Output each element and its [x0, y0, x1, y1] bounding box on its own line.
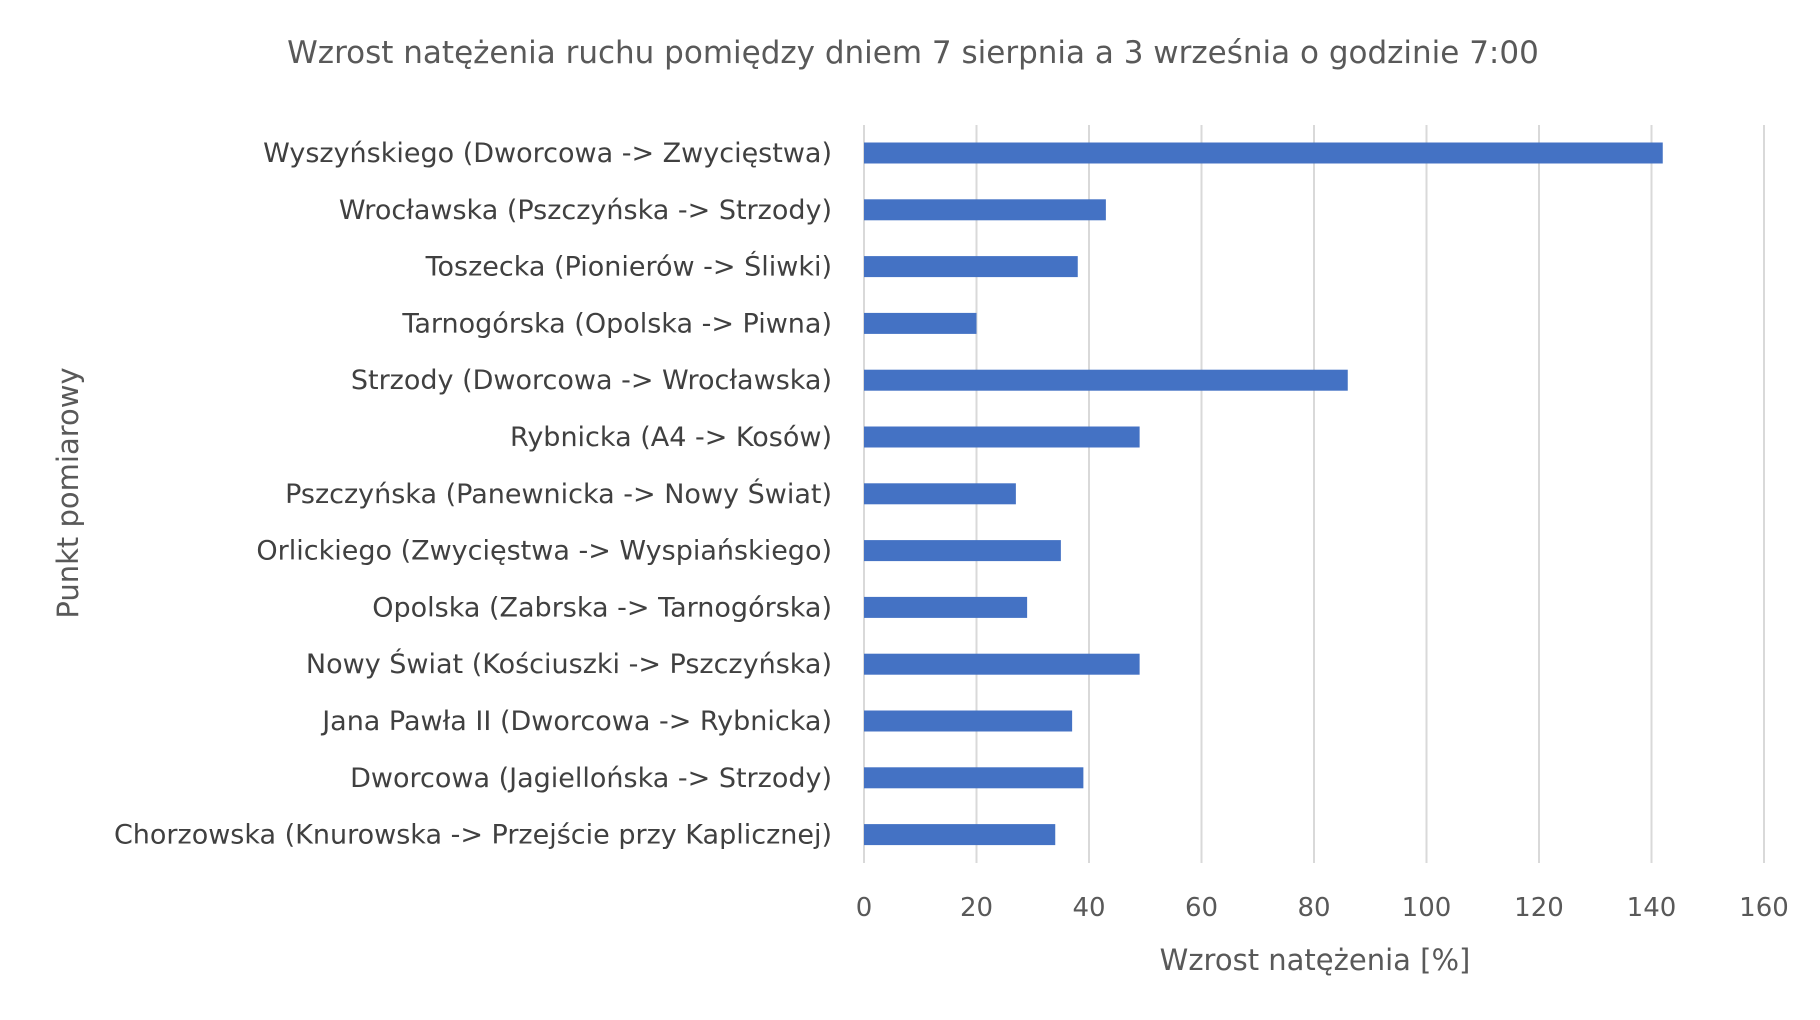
category-label: Jana Pawła II (Dworcowa -> Rybnicka): [320, 706, 832, 737]
category-label: Pszczyńska (Panewnicka -> Nowy Świat): [285, 478, 832, 510]
x-tick-label: 140: [1627, 893, 1677, 923]
bar: [864, 824, 1056, 846]
bar: [864, 596, 1028, 618]
bar: [864, 426, 1140, 448]
gridlines: [863, 125, 1765, 863]
y-axis-title: Punkt pomiarowy: [51, 367, 85, 618]
bar: [864, 540, 1061, 562]
category-label: Wrocławska (Pszczyńska -> Strzody): [339, 195, 832, 226]
x-tick-label: 160: [1739, 893, 1789, 923]
x-tick-label: 20: [960, 893, 993, 923]
category-label: Strzody (Dworcowa -> Wrocławska): [351, 365, 832, 396]
bar: [864, 312, 977, 334]
x-tick-label: 120: [1514, 893, 1564, 923]
bar: [864, 369, 1348, 391]
category-label: Chorzowska (Knurowska -> Przejście przy …: [114, 820, 832, 851]
bars: [864, 142, 1663, 846]
x-tick-label: 60: [1185, 893, 1218, 923]
category-label: Tarnogórska (Opolska -> Piwna): [401, 308, 832, 339]
bar: [864, 653, 1140, 675]
category-label: Orlickiego (Zwycięstwa -> Wyspiańskiego): [256, 536, 832, 567]
category-labels: Wyszyńskiego (Dworcowa -> Zwycięstwa) Wro…: [114, 138, 832, 851]
bar: [864, 767, 1084, 789]
category-label: Dworcowa (Jagiellońska -> Strzody): [350, 763, 832, 794]
category-label: Toszecka (Pionierów -> Śliwki): [425, 251, 832, 283]
bar: [864, 256, 1078, 278]
x-tick-label: 100: [1402, 893, 1452, 923]
bar: [864, 142, 1663, 164]
category-label: Opolska (Zabrska -> Tarnogórska): [372, 592, 832, 623]
category-label: Nowy Świat (Kościuszki -> Pszczyńska): [306, 648, 832, 680]
category-label: Wyszyńskiego (Dworcowa -> Zwycięstwa): [263, 138, 832, 169]
chart-title: Wzrost natężenia ruchu pomiędzy dniem 7 …: [287, 35, 1539, 71]
category-label: Rybnicka (A4 -> Kosów): [510, 422, 832, 453]
bar: [864, 199, 1106, 221]
x-tick-label: 0: [856, 893, 873, 923]
bar: [864, 710, 1073, 732]
x-tick-labels: 0 20 40 60 80 100 120 140 160: [856, 893, 1789, 923]
x-tick-label: 40: [1072, 893, 1105, 923]
x-axis-title: Wzrost natężenia [%]: [1160, 943, 1471, 977]
x-tick-label: 80: [1297, 893, 1330, 923]
bar: [864, 483, 1016, 505]
